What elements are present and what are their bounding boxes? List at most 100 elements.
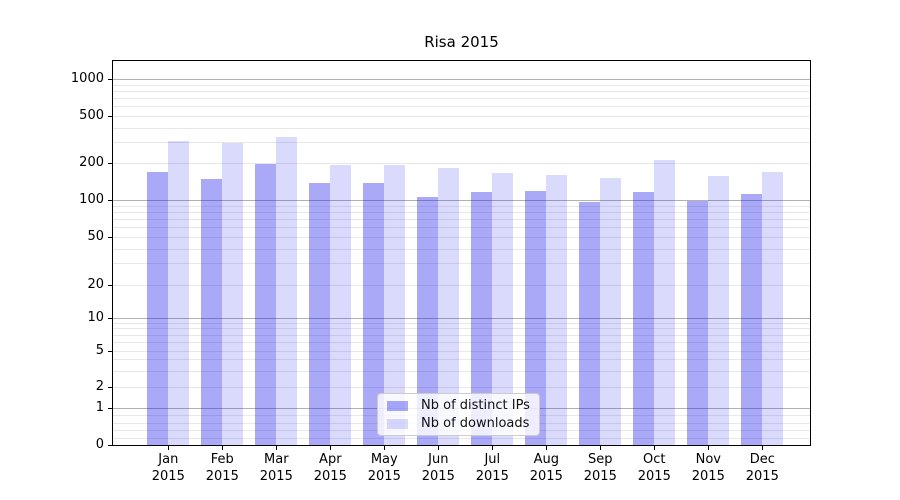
gridline-minor	[113, 211, 810, 213]
y-tick-mark	[108, 200, 113, 201]
gridline-minor	[113, 284, 810, 286]
gridline-minor	[113, 227, 810, 229]
bar-downloads-jun	[438, 168, 460, 445]
x-tick-mark	[762, 445, 763, 450]
x-tick-mark	[330, 445, 331, 450]
x-tick-label: Oct 2015	[637, 452, 671, 484]
y-tick-mark	[108, 116, 113, 117]
bar-distinct-ips-sep	[579, 202, 601, 445]
y-tick-label: 5	[95, 342, 104, 358]
y-tick-mark	[108, 79, 113, 80]
y-tick-label: 20	[87, 276, 104, 292]
gridline-minor	[113, 90, 810, 92]
legend-item-downloads: Nb of downloads	[387, 416, 530, 431]
gridline-minor	[113, 350, 810, 352]
y-tick-label: 0	[95, 437, 104, 452]
gridline-minor	[113, 127, 810, 129]
bar-downloads-dec	[762, 171, 784, 445]
bar-distinct-ips-jun	[417, 196, 439, 445]
bar-downloads-jan	[168, 140, 190, 445]
bar-downloads-feb	[222, 142, 244, 445]
legend-item-distinct-ips: Nb of distinct IPs	[387, 398, 530, 413]
y-tick-label: 1000	[70, 71, 104, 86]
gridline-minor	[113, 84, 810, 86]
y-tick-label: 1	[95, 400, 104, 415]
y-tick-mark	[108, 237, 113, 238]
x-tick-label: Mar 2015	[259, 452, 293, 484]
x-tick-label: Sep 2015	[583, 452, 617, 484]
x-tick-mark	[222, 445, 223, 450]
gridline-major	[113, 318, 810, 319]
bar-distinct-ips-feb	[201, 178, 223, 445]
legend-label-distinct-ips: Nb of distinct IPs	[421, 398, 530, 413]
x-tick-mark	[168, 445, 169, 450]
gridline-minor	[113, 341, 810, 343]
y-tick-mark	[108, 285, 113, 286]
x-tick-mark	[654, 445, 655, 450]
x-tick-mark	[708, 445, 709, 450]
gridline-minor	[113, 359, 810, 361]
bar-downloads-jul	[492, 172, 514, 445]
bar-distinct-ips-oct	[633, 191, 655, 445]
gridline-minor	[113, 163, 810, 165]
gridline-minor	[113, 387, 810, 388]
gridline-minor	[113, 106, 810, 108]
bar-distinct-ips-may	[363, 183, 385, 445]
y-tick-label: 2	[95, 379, 104, 394]
x-tick-mark	[276, 445, 277, 450]
y-tick-mark	[108, 351, 113, 352]
bar-distinct-ips-apr	[309, 182, 331, 445]
y-tick-mark	[108, 318, 113, 319]
gridline-minor	[113, 248, 810, 250]
x-tick-mark	[600, 445, 601, 450]
x-tick-label: Feb 2015	[205, 452, 239, 484]
gridline-major	[113, 200, 810, 201]
gridline-minor	[113, 98, 810, 100]
y-tick-label: 100	[79, 192, 104, 207]
bar-distinct-ips-jan	[147, 171, 169, 445]
y-tick-mark	[108, 163, 113, 164]
legend-label-downloads: Nb of downloads	[421, 416, 530, 431]
x-tick-label: Nov 2015	[691, 452, 725, 484]
x-tick-label: Apr 2015	[313, 452, 347, 484]
gridline-minor	[113, 237, 810, 238]
gridline-minor	[113, 263, 810, 265]
legend: Nb of distinct IPs Nb of downloads	[377, 393, 540, 436]
x-tick-label: Jan 2015	[151, 452, 185, 484]
y-tick-label: 200	[79, 155, 104, 171]
gridline-major	[113, 79, 810, 80]
bar-distinct-ips-dec	[741, 193, 763, 445]
gridline-minor	[113, 437, 810, 439]
bar-downloads-sep	[600, 178, 622, 445]
y-tick-mark	[108, 387, 113, 388]
x-tick-mark	[546, 445, 547, 450]
x-tick-label: May 2015	[367, 452, 401, 484]
bar-downloads-mar	[276, 137, 298, 445]
gridline-minor	[113, 219, 810, 221]
x-tick-mark	[384, 445, 385, 450]
bar-downloads-aug	[546, 175, 568, 445]
y-tick-mark	[108, 408, 113, 409]
x-tick-label: Dec 2015	[745, 452, 779, 484]
y-tick-label: 10	[87, 310, 104, 325]
x-tick-mark	[492, 445, 493, 450]
x-tick-label: Aug 2015	[529, 452, 563, 484]
bar-distinct-ips-aug	[525, 190, 547, 445]
gridline-minor	[113, 142, 810, 144]
y-tick-mark	[108, 445, 113, 446]
y-tick-label: 500	[79, 108, 104, 123]
bar-downloads-oct	[654, 160, 676, 445]
plot-area	[112, 60, 811, 446]
bar-downloads-apr	[330, 165, 352, 445]
legend-swatch-distinct-ips	[387, 400, 408, 411]
x-tick-label: Jun 2015	[421, 452, 455, 484]
chart-title: Risa 2015	[424, 33, 499, 51]
y-tick-label: 50	[87, 229, 104, 244]
gridline-minor	[113, 334, 810, 336]
gridline-minor	[113, 370, 810, 372]
bar-distinct-ips-nov	[687, 200, 709, 445]
x-tick-label: Jul 2015	[475, 452, 509, 484]
bar-downloads-may	[384, 164, 406, 445]
bar-downloads-nov	[708, 176, 730, 445]
gridline-minor	[113, 322, 810, 324]
